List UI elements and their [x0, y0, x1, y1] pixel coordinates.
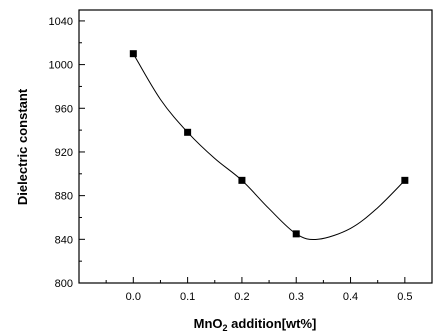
x-axis-title-main: MnO	[194, 316, 223, 331]
x-tick-label: 0.5	[397, 291, 412, 303]
x-tick-label: 0.0	[126, 291, 141, 303]
y-axis-title: Dielectric constant	[15, 88, 30, 205]
x-tick-labels: 0.0 0.1 0.2 0.3 0.4 0.5	[126, 291, 413, 303]
data-markers	[129, 50, 409, 238]
y-tick-label: 960	[55, 103, 73, 115]
y-tick-label: 920	[55, 147, 73, 159]
x-axis-title-subscript: 2	[223, 323, 228, 333]
data-point	[292, 230, 300, 238]
plot-frame	[78, 9, 433, 284]
x-tick-label: 0.1	[180, 291, 195, 303]
data-point	[184, 128, 192, 136]
y-tick-label: 1040	[49, 16, 73, 28]
data-point	[238, 176, 246, 184]
x-axis-title-rest: addition[wt%]	[228, 316, 317, 331]
y-tick-label: 800	[55, 278, 73, 290]
axis-ticks	[79, 20, 406, 284]
x-tick-label: 0.3	[289, 291, 304, 303]
y-tick-label: 840	[55, 234, 73, 246]
x-tick-label: 0.4	[343, 291, 358, 303]
x-axis-title: MnO2 addition[wt%]	[194, 316, 317, 333]
data-point	[401, 176, 409, 184]
data-point	[129, 50, 137, 58]
fit-curve	[132, 53, 406, 241]
x-tick-label: 0.2	[234, 291, 249, 303]
y-tick-label: 1000	[49, 60, 73, 72]
y-tick-label: 880	[55, 191, 73, 203]
y-tick-labels: 800 840 880 920 960 1000 1040	[49, 16, 73, 290]
